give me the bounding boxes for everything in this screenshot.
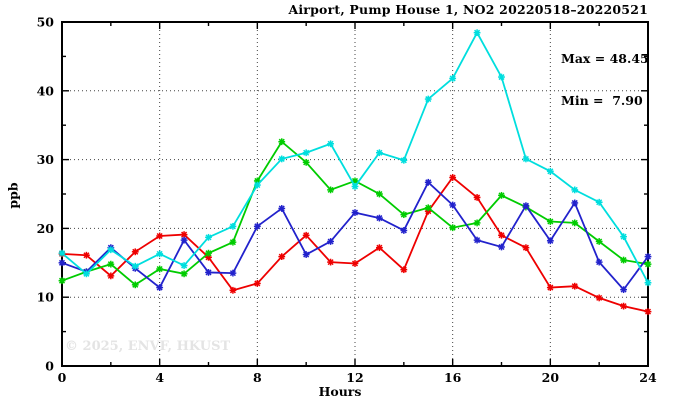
series-cyan: [58, 29, 652, 287]
grid: [62, 22, 648, 366]
y-tick-label: 50: [37, 15, 55, 30]
chart-title: Airport, Pump House 1, NO2 20220518–2022…: [288, 2, 648, 17]
x-tick-label: 4: [155, 370, 164, 385]
x-tick-label: 8: [253, 370, 262, 385]
y-tick-label: 20: [37, 221, 55, 236]
y-tick-label: 30: [37, 152, 55, 167]
min-label: Min = 7.90: [561, 93, 643, 108]
x-tick-label: 24: [639, 370, 657, 385]
x-axis-label: Hours: [318, 384, 362, 399]
y-tick-label: 10: [37, 290, 55, 305]
tick-labels: 0 10 20 30 40 50 0 4 8 12 16 20 24: [37, 15, 657, 386]
x-tick-label: 16: [444, 370, 462, 385]
y-axis-label: ppb: [5, 182, 21, 209]
maxmin-annotation: Max = 48.45 Min = 7.90: [561, 24, 649, 136]
series-red-line: [61, 176, 649, 313]
series-red: [58, 174, 652, 316]
series-red-markers: [58, 174, 652, 316]
y-tick-label: 40: [37, 83, 55, 98]
y-tick-label: 0: [45, 359, 54, 374]
watermark: © 2025, ENVF, HKUST: [65, 339, 231, 354]
x-tick-label: 12: [346, 370, 363, 385]
x-tick-label: 0: [58, 370, 67, 385]
x-tick-label: 20: [542, 370, 560, 385]
max-label: Max = 48.45: [561, 51, 649, 66]
series-cyan-markers: [58, 29, 652, 287]
axis-ticks: [61, 21, 649, 367]
